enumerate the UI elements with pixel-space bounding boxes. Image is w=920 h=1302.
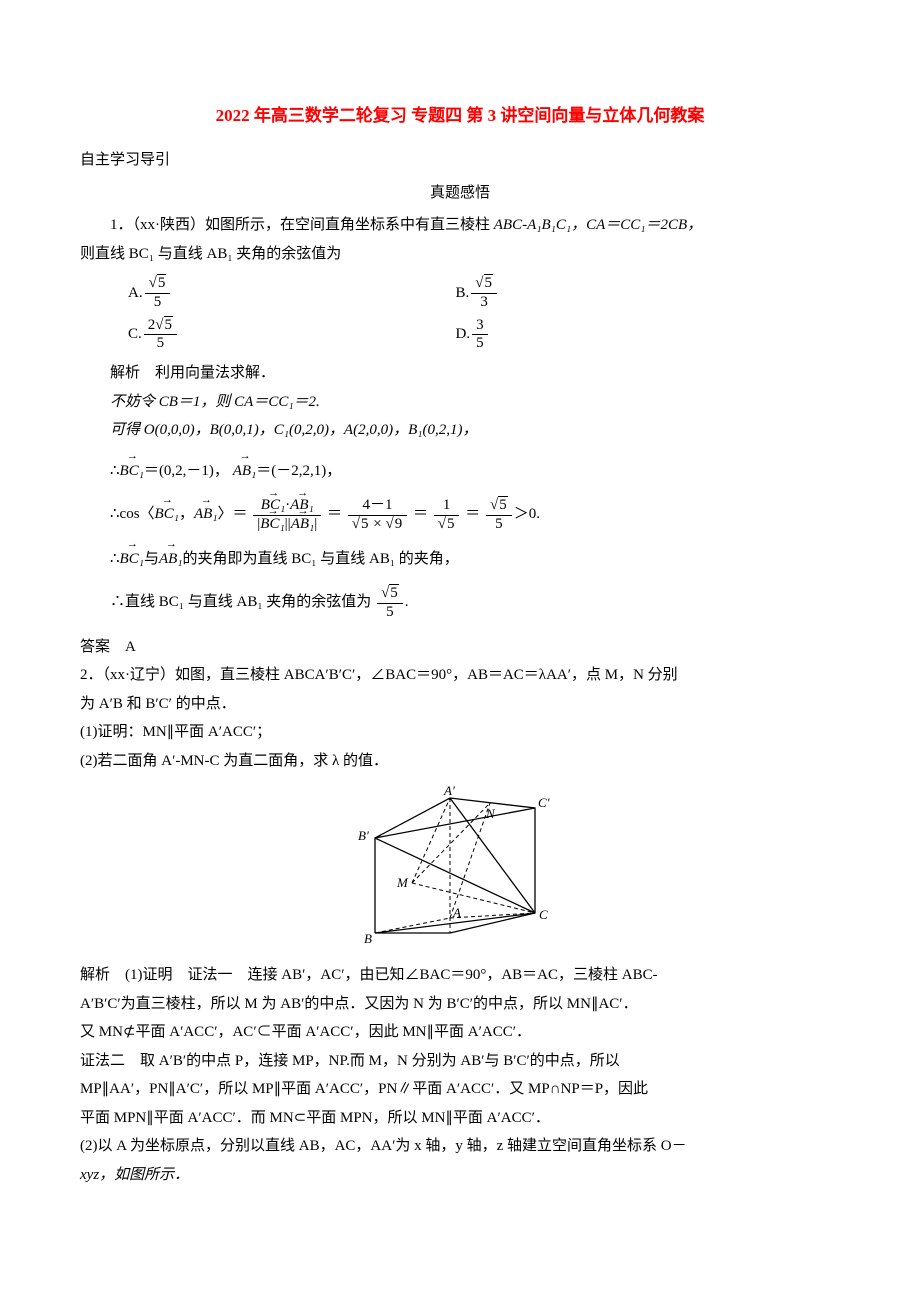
question-1-line2: 则直线 BC₁ 与直线 AB₁ 夹角的余弦值为 — [80, 240, 840, 269]
question-2-line-b: 为 A′B 和 B′C′ 的中点． — [80, 690, 840, 719]
cos-prefix: ∴cos〈 — [110, 506, 155, 522]
option-c-value: 25 5 — [144, 317, 177, 353]
sol-e-post: 的夹角即为直线 BC₁ 与直线 AB₁ 的夹角， — [183, 551, 459, 567]
svg-text:A′: A′ — [443, 783, 455, 798]
q1-cond: ，CA＝CC₁＝2CB， — [571, 217, 702, 233]
solution-line-b: 可得 O(0,0,0)，B(0,0,1)，C₁(0,2,0)，A(2,0,0)，… — [80, 416, 840, 445]
solution2-line-d: 证法二 取 A′B′的中点 P，连接 MP，NP.而 M，N 分别为 AB′与 … — [80, 1047, 840, 1076]
vector-bc1: BC₁ — [120, 457, 144, 486]
solution2-line-e: MP∥AA′，PN∥A′C′，所以 MP∥平面 A′ACC′，PN∥平面 A′A… — [80, 1075, 840, 1104]
svg-text:C: C — [539, 907, 548, 922]
cos-comma: ， — [179, 506, 194, 522]
vec-eq1: ＝(0,2,－1)， — [144, 463, 229, 479]
solution-line-a: 不妨令 CB＝1，则 CA＝CC₁＝2. — [80, 388, 840, 417]
solution2-line-h: xyz，如图所示． — [80, 1161, 840, 1190]
q1-prism: ABC-A₁B₁C₁ — [494, 217, 571, 233]
svg-text:B′: B′ — [358, 828, 369, 843]
option-d: D. 3 5 — [456, 317, 784, 353]
sol-e-pre: ∴ — [110, 551, 120, 567]
document-title: 2022 年高三数学二轮复习 专题四 第 3 讲空间向量与立体几何教案 — [80, 100, 840, 132]
cos-vec2: AB₁ — [194, 500, 218, 529]
option-d-label: D. — [456, 320, 471, 349]
sol-f-frac: 5 5 — [377, 585, 403, 621]
svg-text:B: B — [364, 931, 372, 946]
option-b-label: B. — [456, 279, 470, 308]
option-a-label: A. — [128, 279, 143, 308]
svg-text:N: N — [485, 806, 496, 821]
answer-label: 答案 A — [80, 633, 840, 662]
sol-e-mid: 与 — [144, 551, 159, 567]
option-c: C. 25 5 — [128, 317, 456, 353]
solution2-line-b: A′B′C′为直三棱柱，所以 M 为 AB′的中点．又因为 N 为 B′C′的中… — [80, 990, 840, 1019]
sol-e-vec1: BC₁ — [120, 545, 144, 574]
section-heading: 真题感悟 — [80, 179, 840, 208]
option-a-value: 5 5 — [145, 275, 171, 311]
vector-ab1: AB₁ — [233, 457, 257, 486]
solution-vectors: ∴BC₁＝(0,2,－1)， AB₁＝(－2,2,1)， — [110, 457, 840, 486]
svg-text:C′: C′ — [538, 795, 550, 810]
question-1: 1．（xx·陕西）如图所示，在空间直角坐标系中有直三棱柱 ABC-A₁B₁C₁，… — [80, 211, 840, 240]
sol-f-text: ∴直线 BC₁ 与直线 AB₁ 夹角的余弦值为 — [110, 594, 371, 610]
option-b: B. 5 3 — [456, 275, 784, 311]
option-c-label: C. — [128, 320, 142, 349]
cos-close: 〉＝ — [218, 506, 248, 522]
sol-e-vec2: AB₁ — [159, 545, 183, 574]
q1-text-a: 1．（xx·陕西）如图所示，在空间直角坐标系中有直三棱柱 — [110, 217, 494, 233]
svg-text:A: A — [452, 905, 461, 920]
option-b-value: 5 3 — [471, 275, 497, 311]
vec-eq2: ＝(－2,2,1)， — [256, 463, 341, 479]
question-2-line-d: (2)若二面角 A′-MN-C 为直二面角，求 λ 的值． — [80, 747, 840, 776]
cos-vec1: BC₁ — [155, 500, 179, 529]
cos-frac4: 5 5 — [486, 497, 512, 533]
solution-line-f: ∴直线 BC₁ 与直线 AB₁ 夹角的余弦值为 5 5 . — [110, 585, 840, 621]
cos-tail: ＞0. — [514, 506, 540, 522]
svg-text:M: M — [396, 875, 409, 890]
option-d-value: 3 5 — [472, 317, 488, 353]
solution-label: 解析 利用向量法求解． — [80, 359, 840, 388]
solution2-line-g: (2)以 A 为坐标原点，分别以直线 AB，AC，AA′为 x 轴，y 轴，z … — [80, 1132, 840, 1161]
option-a: A. 5 5 — [128, 275, 456, 311]
prism-figure: A′ C′ B′ N M A C B — [340, 783, 580, 953]
options-block: A. 5 5 B. 5 3 C. 25 5 D. 3 5 — [128, 272, 840, 355]
solution2-line-c: 又 MN⊄平面 A′ACC′，AC′⊂平面 A′ACC′，因此 MN∥平面 A′… — [80, 1018, 840, 1047]
cos-expression: ∴cos〈BC₁，AB₁〉＝ BC₁·AB₁ |BC₁||AB₁| ＝ 4－1 … — [110, 497, 840, 533]
cos-frac3: 1 5 — [434, 497, 460, 533]
cos-frac1: BC₁·AB₁ |BC₁||AB₁| — [253, 497, 321, 533]
solution2-line-a: 解析 (1)证明 证法一 连接 AB′，AC′，由已知∠BAC＝90°，AB＝A… — [80, 961, 840, 990]
question-2-line-c: (1)证明：MN∥平面 A′ACC′； — [80, 718, 840, 747]
intro-label: 自主学习导引 — [80, 146, 840, 175]
question-2-line-a: 2．（xx·辽宁）如图，直三棱柱 ABCA′B′C′，∠BAC＝90°，AB＝A… — [80, 661, 840, 690]
solution2-line-f: 平面 MPN∥平面 A′ACC′．而 MN⊂平面 MPN，所以 MN∥平面 A′… — [80, 1104, 840, 1133]
solution-line-e: ∴BC₁与AB₁的夹角即为直线 BC₁ 与直线 AB₁ 的夹角， — [110, 545, 840, 574]
cos-frac2: 4－1 5 × 9 — [348, 497, 407, 533]
